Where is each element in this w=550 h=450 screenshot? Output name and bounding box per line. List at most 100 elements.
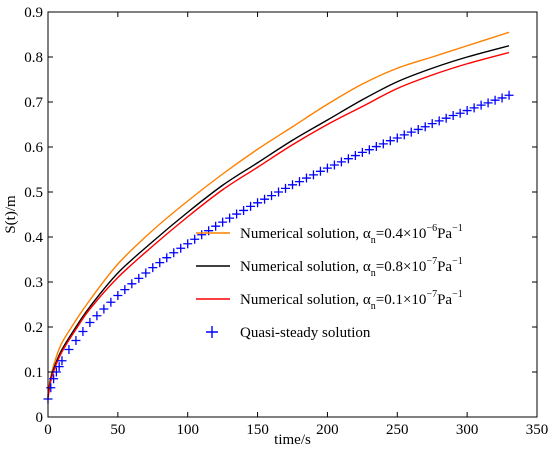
legend-label-1: Numerical solution, αn=0.8×10−7Pa−1 bbox=[240, 256, 463, 279]
data-point-plus bbox=[483, 98, 493, 108]
data-point-plus bbox=[239, 205, 249, 215]
series-line-0 bbox=[47, 31, 510, 395]
legend-mid: =0.4×10 bbox=[376, 226, 427, 242]
data-point-plus bbox=[162, 253, 172, 263]
data-point-plus bbox=[315, 166, 325, 176]
data-point-plus bbox=[169, 248, 179, 258]
y-tick-label: 0.9 bbox=[24, 5, 43, 21]
data-point-plus bbox=[211, 221, 221, 231]
legend-exp: −7 bbox=[426, 256, 437, 267]
data-point-plus bbox=[308, 170, 318, 180]
legend-alpha: α bbox=[363, 259, 371, 275]
data-point-plus bbox=[246, 201, 256, 211]
y-tick-label: 0.2 bbox=[24, 320, 43, 336]
legend-prefix: Numerical solution, bbox=[240, 259, 363, 275]
legend-mid: =0.8×10 bbox=[376, 259, 427, 275]
data-point-plus bbox=[148, 263, 158, 273]
legend-marker-plus bbox=[206, 326, 218, 338]
data-point-plus bbox=[378, 139, 388, 149]
data-point-plus bbox=[134, 273, 144, 283]
legend-prefix: Quasi-steady solution bbox=[240, 325, 371, 341]
data-point-plus bbox=[301, 173, 311, 183]
data-point-plus bbox=[497, 93, 507, 103]
data-point-plus bbox=[113, 291, 123, 300]
legend-label-3: Quasi-steady solution bbox=[240, 325, 371, 341]
x-tick-label: 0 bbox=[44, 422, 52, 438]
data-point-plus bbox=[343, 154, 353, 164]
y-tick-label: 0 bbox=[36, 410, 44, 426]
legend-sub: n bbox=[371, 235, 376, 246]
series-quasi-steady bbox=[43, 90, 514, 404]
data-point-plus bbox=[92, 311, 102, 321]
data-point-plus bbox=[322, 163, 332, 173]
data-point-plus bbox=[476, 100, 486, 110]
y-tick-label: 0.8 bbox=[24, 50, 43, 66]
legend-label-0: Numerical solution, αn=0.4×10−6Pa−1 bbox=[240, 223, 463, 246]
data-point-plus bbox=[294, 177, 304, 187]
legend-unit-exp: −1 bbox=[452, 256, 463, 267]
data-point-plus bbox=[64, 345, 74, 354]
x-tick-label: 50 bbox=[110, 422, 125, 438]
data-point-plus bbox=[85, 318, 95, 327]
data-point-plus bbox=[399, 130, 409, 140]
data-point-plus bbox=[434, 116, 444, 126]
x-tick-label: 200 bbox=[316, 422, 339, 438]
legend-unit: Pa bbox=[437, 259, 452, 275]
x-axis-label: time/s bbox=[274, 432, 311, 448]
ticks-layer: 0 50 100 150 200 250 300 350 0 0.1 0.2 0.3 0.4 0.5 0.6… bbox=[24, 5, 548, 438]
series-line-1 bbox=[47, 45, 510, 397]
x-tick-label: 300 bbox=[456, 422, 479, 438]
data-point-plus bbox=[197, 230, 207, 240]
data-point-plus bbox=[455, 108, 465, 118]
data-point-plus bbox=[420, 122, 430, 132]
data-point-plus bbox=[462, 106, 472, 116]
legend-unit-exp: −1 bbox=[452, 223, 463, 234]
data-point-plus bbox=[336, 157, 346, 167]
data-point-plus bbox=[57, 356, 67, 366]
data-point-plus bbox=[232, 209, 242, 219]
data-point-plus bbox=[427, 119, 437, 129]
data-point-plus bbox=[141, 268, 151, 278]
data-point-plus bbox=[253, 198, 263, 208]
data-point-plus bbox=[176, 243, 186, 253]
y-tick-label: 0.5 bbox=[24, 185, 43, 201]
legend-exp: −7 bbox=[426, 289, 437, 300]
y-tick-label: 0.3 bbox=[24, 275, 43, 291]
legend: Numerical solution, αn=0.4×10−6Pa−1Numer… bbox=[196, 223, 463, 341]
legend-unit: Pa bbox=[437, 226, 452, 242]
legend-prefix: Numerical solution, bbox=[240, 292, 363, 308]
data-point-plus bbox=[190, 234, 200, 244]
data-point-plus bbox=[406, 127, 416, 137]
data-point-plus bbox=[413, 124, 423, 134]
legend-label-2: Numerical solution, αn=0.1×10−7Pa−1 bbox=[240, 289, 463, 312]
plot-frame bbox=[47, 11, 538, 418]
x-tick-label: 150 bbox=[246, 422, 269, 438]
y-axis-label: S(t)/m bbox=[3, 195, 19, 234]
data-point-plus bbox=[274, 187, 284, 197]
data-point-plus bbox=[288, 180, 297, 190]
data-point-plus bbox=[99, 304, 109, 314]
y-tick-label: 0.1 bbox=[24, 365, 43, 381]
data-point-plus bbox=[385, 136, 395, 146]
series-layer bbox=[43, 31, 514, 404]
data-point-plus bbox=[127, 279, 137, 289]
y-tick-label: 0.7 bbox=[24, 95, 43, 111]
data-point-plus bbox=[350, 151, 360, 161]
data-point-plus bbox=[371, 142, 381, 152]
data-point-plus bbox=[78, 327, 88, 336]
data-point-plus bbox=[183, 239, 193, 249]
axes-layer bbox=[47, 11, 538, 418]
legend-prefix: Numerical solution, bbox=[240, 226, 363, 242]
data-point-plus bbox=[218, 217, 228, 227]
x-tick-label: 250 bbox=[386, 422, 409, 438]
data-point-plus bbox=[120, 285, 130, 295]
legend-unit: Pa bbox=[437, 292, 452, 308]
data-point-plus bbox=[448, 111, 458, 120]
data-point-plus bbox=[490, 95, 500, 105]
data-point-plus bbox=[357, 147, 367, 157]
legend-mid: =0.1×10 bbox=[376, 292, 427, 308]
x-tick-label: 100 bbox=[176, 422, 199, 438]
data-point-plus bbox=[51, 367, 61, 377]
